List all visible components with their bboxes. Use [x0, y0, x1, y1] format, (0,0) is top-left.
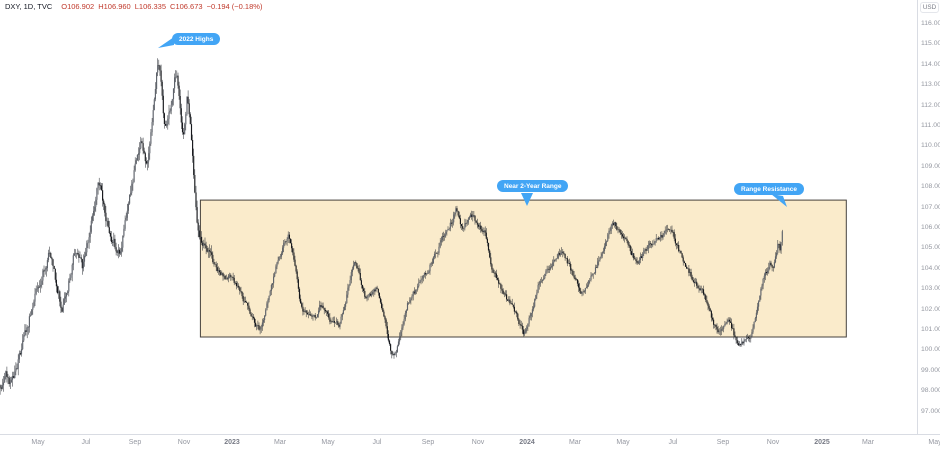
time-tick-label: 2023 — [224, 439, 240, 446]
price-tick-label: 98.000 — [921, 387, 940, 395]
callout-near-2-year-range[interactable]: Near 2-Year Range — [497, 180, 569, 193]
time-tick-label: Jul — [372, 439, 382, 446]
price-tick-label: 108.000 — [921, 183, 940, 191]
callout-range-resistance[interactable]: Range Resistance — [734, 183, 804, 196]
price-tick-label: 101.000 — [921, 326, 940, 333]
time-tick-label: Nov — [766, 439, 780, 446]
time-tick-label: Mar — [273, 439, 287, 446]
callout-tail — [521, 193, 533, 206]
price-tick-label: 99.000 — [921, 366, 940, 374]
time-tick-label: Nov — [471, 439, 485, 446]
ohlc-low: L106.335 — [134, 2, 167, 11]
price-tick-label: 103.000 — [921, 285, 940, 293]
time-tick-label: Jul — [81, 439, 91, 446]
callout-2022-highs[interactable]: 2022 Highs — [172, 33, 221, 46]
time-tick-label: Mar — [861, 439, 875, 446]
ohlc-close: C106.673 — [170, 2, 203, 11]
time-tick-label: May — [31, 439, 45, 446]
time-tick-label: May — [321, 439, 335, 446]
candles-down — [0, 65, 781, 389]
price-tick-label: 116.000 — [921, 20, 940, 27]
price-tick-label: 115.000 — [921, 40, 940, 48]
candles-up — [1, 65, 783, 389]
price-tick-label: 112.000 — [921, 101, 940, 109]
ohlc-open: O106.902 — [61, 2, 95, 11]
symbol-title: DXY, 1D, TVC — [5, 2, 53, 11]
candlestick-plot — [0, 37, 847, 395]
price-tick-label: 113.000 — [921, 81, 940, 89]
time-axis[interactable]: May Jul Sep Nov 2023 Mar May Jul Sep Nov 2024 Mar Ma… — [0, 434, 940, 451]
time-tick-label: Jul — [668, 439, 678, 446]
ohlc-high: H106.960 — [98, 2, 131, 11]
currency-label[interactable]: USD — [920, 2, 939, 13]
symbol-legend[interactable]: DXY, 1D, TVC O106.902 H106.960 L106.335 C106… — [5, 2, 262, 11]
price-change: −0.194 (−0.18%) — [206, 2, 263, 11]
time-tick-label: 2024 — [519, 439, 535, 446]
price-tick-label: 110.000 — [921, 142, 940, 150]
price-tick-label: 111.000 — [921, 122, 940, 129]
price-axis[interactable]: USD 116.000 115.000 114.000 113.000 112.000 1… — [917, 0, 940, 434]
chart-area[interactable] — [0, 0, 917, 434]
callout-tail — [771, 194, 787, 207]
price-tick-label: 104.000 — [921, 264, 940, 272]
time-tick-label: Sep — [128, 439, 142, 446]
range-box[interactable] — [199, 199, 847, 338]
price-tick-label: 114.000 — [921, 60, 940, 68]
time-tick-label: May — [928, 439, 940, 446]
time-tick-label: Nov — [177, 439, 191, 446]
time-tick-label: Mar — [568, 439, 582, 446]
time-tick-label: Sep — [716, 439, 730, 446]
price-tick-label: 97.000 — [921, 407, 940, 415]
price-tick-label: 106.000 — [921, 224, 940, 231]
price-tick-label: 107.000 — [921, 203, 940, 211]
price-tick-label: 109.000 — [921, 162, 940, 170]
time-tick-label: May — [616, 439, 630, 446]
time-tick-label: 2025 — [814, 439, 830, 446]
price-tick-label: 102.000 — [921, 305, 940, 313]
price-tick-label: 105.000 — [921, 244, 940, 252]
callout-tail — [158, 37, 174, 48]
time-tick-label: Sep — [421, 439, 435, 446]
price-tick-label: 100.000 — [921, 346, 940, 354]
